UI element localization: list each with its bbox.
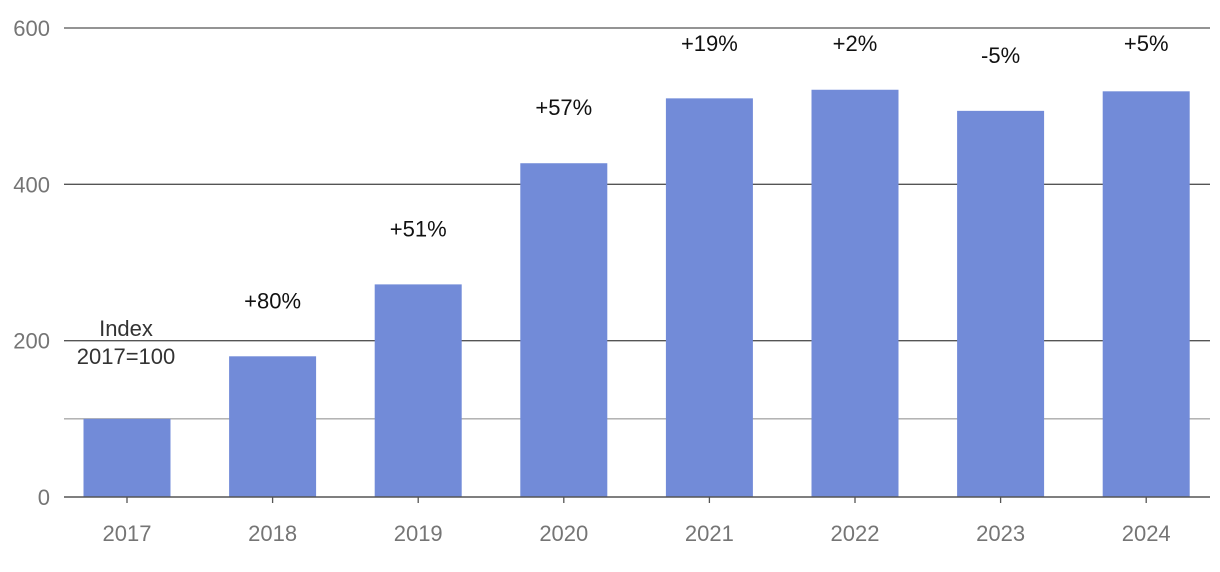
y-tick-label: 600	[13, 16, 50, 41]
data-label: +51%	[390, 216, 447, 241]
bar-2018	[229, 356, 317, 497]
annotation-line-1: Index	[99, 316, 153, 341]
x-tick-label: 2023	[976, 521, 1025, 546]
x-tick-label: 2021	[685, 521, 734, 546]
y-tick-label: 400	[13, 172, 50, 197]
x-tick-label: 2018	[248, 521, 297, 546]
y-tick-label: 0	[38, 485, 50, 510]
bar-2021	[665, 98, 753, 497]
bar-2022	[811, 89, 899, 498]
x-tick-label: 2017	[103, 521, 152, 546]
bars	[83, 89, 1190, 498]
data-label: +5%	[1124, 31, 1169, 56]
bar-2023	[957, 110, 1045, 498]
data-label: +2%	[833, 31, 878, 56]
bar-2017	[83, 418, 171, 497]
x-axis-tick-labels: 2017 2018 2019 2020 2021 2022 2023 2024	[103, 521, 1171, 546]
x-tick-label: 2024	[1122, 521, 1171, 546]
x-tick-label: 2019	[394, 521, 443, 546]
y-tick-label: 200	[13, 329, 50, 354]
x-tick-label: 2020	[539, 521, 588, 546]
data-label: +19%	[681, 31, 738, 56]
annotation-line-2: 2017=100	[77, 344, 176, 369]
bar-2020	[520, 163, 608, 497]
x-axis	[64, 496, 1210, 503]
bar-2024	[1102, 91, 1190, 497]
data-label: +80%	[244, 288, 301, 313]
data-label: -5%	[981, 43, 1020, 68]
data-label: +57%	[535, 95, 592, 120]
data-labels: +80% +51% +57% +19% +2% -5% +5%	[244, 31, 1168, 313]
bar-2019	[374, 284, 462, 497]
x-tick-label: 2022	[831, 521, 880, 546]
y-axis-tick-labels: 0 200 400 600	[13, 16, 50, 510]
